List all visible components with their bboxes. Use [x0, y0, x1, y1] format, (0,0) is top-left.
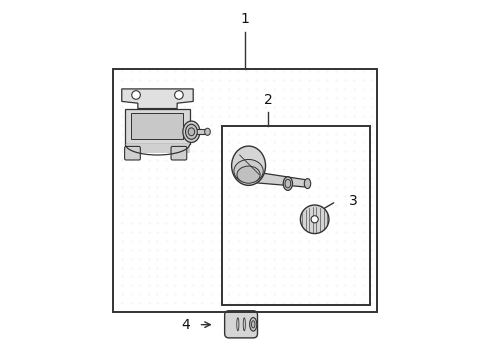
Text: 4: 4	[181, 318, 190, 332]
Text: 1: 1	[241, 12, 249, 26]
Bar	[113, 69, 377, 312]
Polygon shape	[256, 172, 308, 187]
Ellipse shape	[251, 321, 255, 328]
FancyBboxPatch shape	[224, 311, 258, 338]
Ellipse shape	[188, 128, 195, 136]
Circle shape	[311, 216, 318, 223]
Ellipse shape	[300, 205, 329, 234]
Ellipse shape	[183, 121, 200, 143]
Ellipse shape	[234, 159, 263, 183]
FancyBboxPatch shape	[124, 147, 140, 160]
Ellipse shape	[232, 146, 266, 185]
FancyBboxPatch shape	[171, 147, 187, 160]
Ellipse shape	[237, 166, 260, 183]
Polygon shape	[125, 144, 190, 153]
Ellipse shape	[304, 179, 311, 189]
Ellipse shape	[283, 177, 293, 190]
Circle shape	[174, 91, 183, 99]
Polygon shape	[125, 109, 190, 144]
Text: 2: 2	[264, 93, 272, 107]
Polygon shape	[122, 89, 193, 109]
Ellipse shape	[205, 128, 210, 135]
Bar	[131, 113, 183, 139]
Ellipse shape	[285, 179, 291, 188]
Text: 3: 3	[348, 194, 357, 208]
Circle shape	[132, 91, 140, 99]
Bar	[192, 129, 207, 134]
Bar	[222, 126, 370, 305]
Ellipse shape	[249, 318, 257, 331]
Ellipse shape	[186, 124, 197, 139]
